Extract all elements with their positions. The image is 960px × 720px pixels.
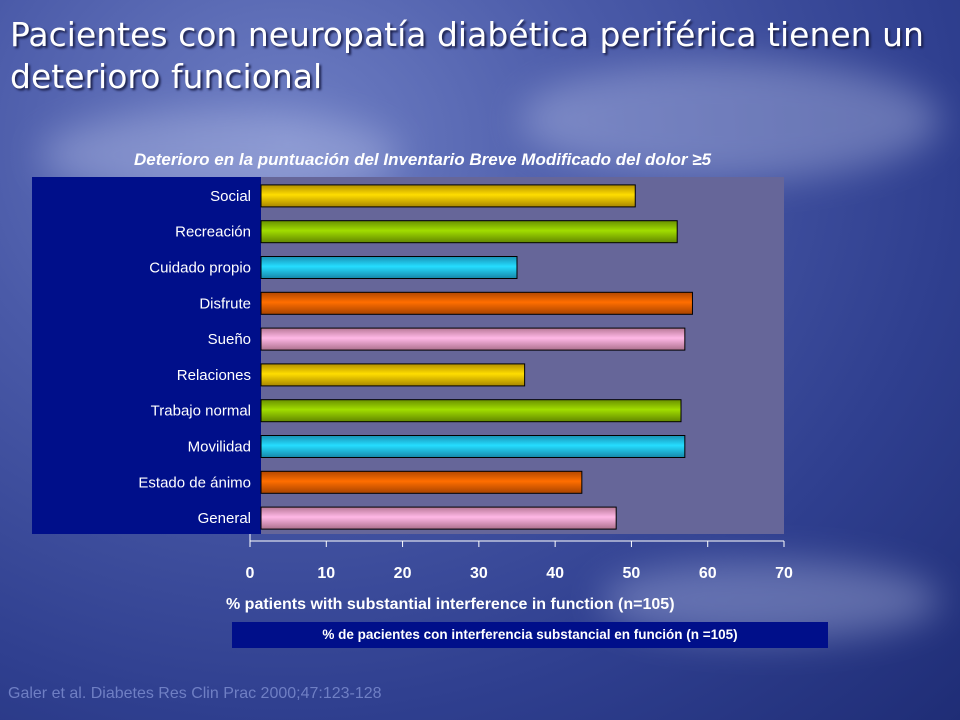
- x-tick-label: 40: [546, 565, 564, 582]
- bar: [260, 256, 518, 279]
- bar: [260, 506, 617, 530]
- bar: [260, 399, 682, 423]
- bar: [260, 327, 686, 351]
- x-tick-label: 60: [699, 565, 717, 582]
- x-tick-label: 70: [775, 565, 793, 582]
- category-label: Disfrute: [199, 295, 251, 312]
- x-tick-label: 20: [394, 565, 412, 582]
- bar: [260, 363, 526, 387]
- chart-subtitle: Deterioro en la puntuación del Inventari…: [134, 150, 712, 169]
- category-labels-group: Social Recreación Cuidado propio Disfrute Su…: [138, 188, 251, 527]
- x-tick-label: 50: [623, 565, 641, 582]
- bar: [260, 435, 686, 458]
- category-label: Relaciones: [177, 367, 251, 384]
- citation: Galer et al. Diabetes Res Clin Prac 2000…: [8, 685, 382, 702]
- category-label: Sueño: [208, 331, 251, 348]
- background-cloud: [520, 60, 940, 180]
- category-label: General: [198, 510, 251, 527]
- bar: [260, 291, 693, 315]
- x-tick-label: 30: [470, 565, 488, 582]
- bar: [260, 184, 636, 208]
- x-tick-label: 0: [246, 565, 255, 582]
- bar: [260, 470, 583, 494]
- x-tick-label: 10: [317, 565, 335, 582]
- category-label: Estado de ánimo: [138, 474, 251, 491]
- category-label: Trabajo normal: [151, 403, 251, 420]
- category-label-panel: [32, 177, 261, 534]
- x-axis-label: % patients with substantial interference…: [226, 596, 675, 613]
- category-label: Movilidad: [188, 439, 251, 456]
- category-label: Recreación: [175, 224, 251, 241]
- bars-group: [260, 184, 693, 530]
- category-label: Social: [210, 188, 251, 205]
- bar: [260, 220, 678, 244]
- x-axis: 0 10 20 30 40 50 60 70: [246, 534, 793, 582]
- x-axis-label-spanish: % de pacientes con interferencia substan…: [232, 622, 828, 648]
- category-label: Cuidado propio: [149, 260, 251, 277]
- slide-title: Pacientes con neuropatía diabética perif…: [10, 15, 924, 96]
